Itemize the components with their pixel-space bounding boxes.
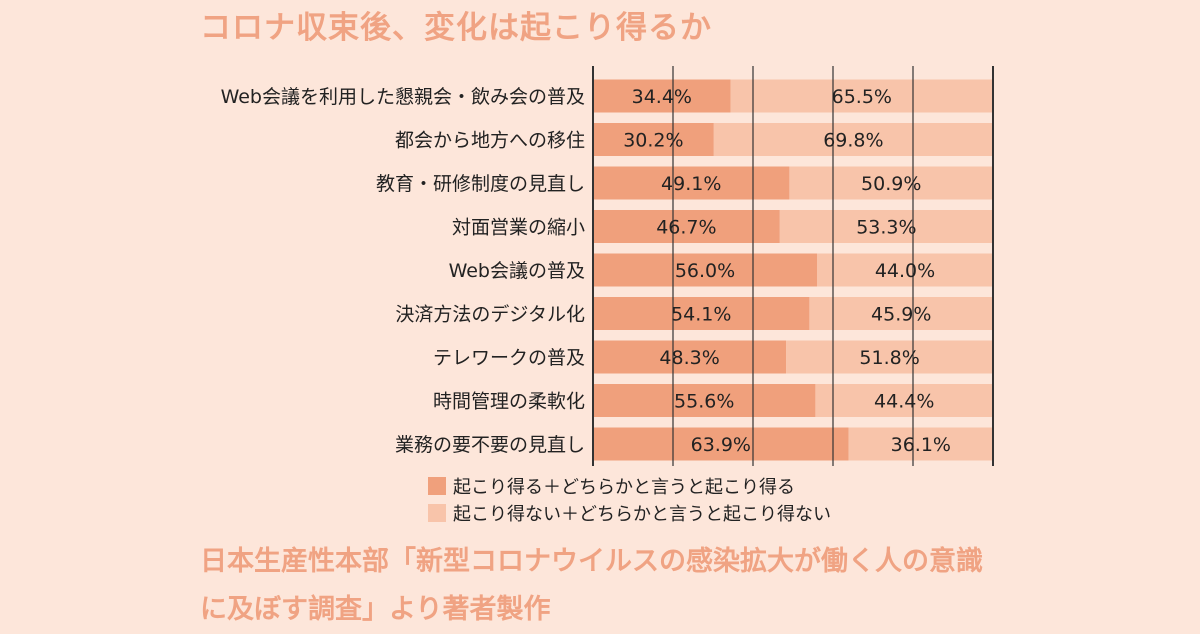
bar-series2-8 bbox=[815, 384, 993, 417]
data-label-series1-6: 54.1% bbox=[671, 304, 731, 326]
bar-series1-4 bbox=[593, 210, 780, 243]
data-label-series2-5: 44.0% bbox=[875, 260, 935, 282]
data-label-series1-8: 55.6% bbox=[674, 391, 734, 413]
category-label-2: 都会から地方への移住 bbox=[395, 130, 585, 152]
category-label-9: 業務の要不要の見直し bbox=[395, 434, 585, 456]
category-label-6: 決済方法のデジタル化 bbox=[395, 304, 585, 326]
category-label-8: 時間管理の柔軟化 bbox=[433, 391, 585, 413]
data-label-series1-3: 49.1% bbox=[661, 173, 721, 195]
legend-label-1: 起こり得る＋どちらかと言うと起こり得る bbox=[453, 477, 795, 498]
bar-series2-9 bbox=[848, 427, 993, 461]
bar-series2-5 bbox=[817, 253, 993, 287]
bar-series1-3 bbox=[593, 166, 790, 200]
category-label-1: Web会議を利用した懇親会・飲み会の普及 bbox=[221, 86, 585, 108]
data-label-series2-6: 45.9% bbox=[871, 304, 931, 326]
bar-series2-6 bbox=[809, 297, 993, 330]
source-line-2: に及ぼす調査」より著者製作 bbox=[200, 594, 551, 625]
bar-series2-7 bbox=[786, 340, 993, 374]
bar-series2-1 bbox=[730, 79, 993, 113]
legend-swatch-2 bbox=[428, 504, 446, 522]
data-label-series1-7: 48.3% bbox=[659, 347, 719, 369]
source-line-1: 日本生産性本部「新型コロナウイルスの感染拡大が働く人の意識 bbox=[200, 546, 983, 577]
legend-swatch-1 bbox=[428, 477, 446, 495]
data-label-series1-9: 63.9% bbox=[691, 434, 751, 456]
bar-series1-6 bbox=[593, 297, 810, 330]
category-label-4: 対面営業の縮小 bbox=[452, 217, 585, 239]
data-label-series2-1: 65.5% bbox=[832, 86, 892, 108]
data-label-series1-2: 30.2% bbox=[623, 130, 683, 152]
bar-series1-2 bbox=[593, 123, 714, 156]
bar-series2-2 bbox=[713, 123, 993, 156]
data-label-series1-4: 46.7% bbox=[656, 217, 716, 239]
bar-series1-1 bbox=[593, 79, 731, 113]
bar-series2-4 bbox=[779, 210, 993, 243]
data-label-series2-9: 36.1% bbox=[891, 434, 951, 456]
bar-series1-5 bbox=[593, 253, 817, 287]
category-label-5: Web会議の普及 bbox=[449, 260, 585, 282]
data-label-series2-3: 50.9% bbox=[861, 173, 921, 195]
data-label-series2-2: 69.8% bbox=[823, 130, 883, 152]
bar-series1-9 bbox=[593, 427, 849, 461]
legend-label-2: 起こり得ない＋どちらかと言うと起こり得ない bbox=[453, 504, 831, 525]
category-label-7: テレワークの普及 bbox=[433, 347, 585, 369]
bar-series2-3 bbox=[789, 166, 993, 200]
data-label-series2-4: 53.3% bbox=[856, 217, 916, 239]
chart-title: コロナ収束後、変化は起こり得るか bbox=[200, 10, 712, 46]
bar-series1-7 bbox=[593, 340, 787, 374]
source-note: 日本生産性本部「新型コロナウイルスの感染拡大が働く人の意識 に及ぼす調査」より著… bbox=[200, 538, 1020, 634]
data-label-series2-7: 51.8% bbox=[859, 347, 919, 369]
category-label-3: 教育・研修制度の見直し bbox=[376, 173, 585, 195]
bar-series1-8 bbox=[593, 384, 816, 417]
data-label-series1-5: 56.0% bbox=[675, 260, 735, 282]
data-label-series1-1: 34.4% bbox=[632, 86, 692, 108]
data-label-series2-8: 44.4% bbox=[874, 391, 934, 413]
